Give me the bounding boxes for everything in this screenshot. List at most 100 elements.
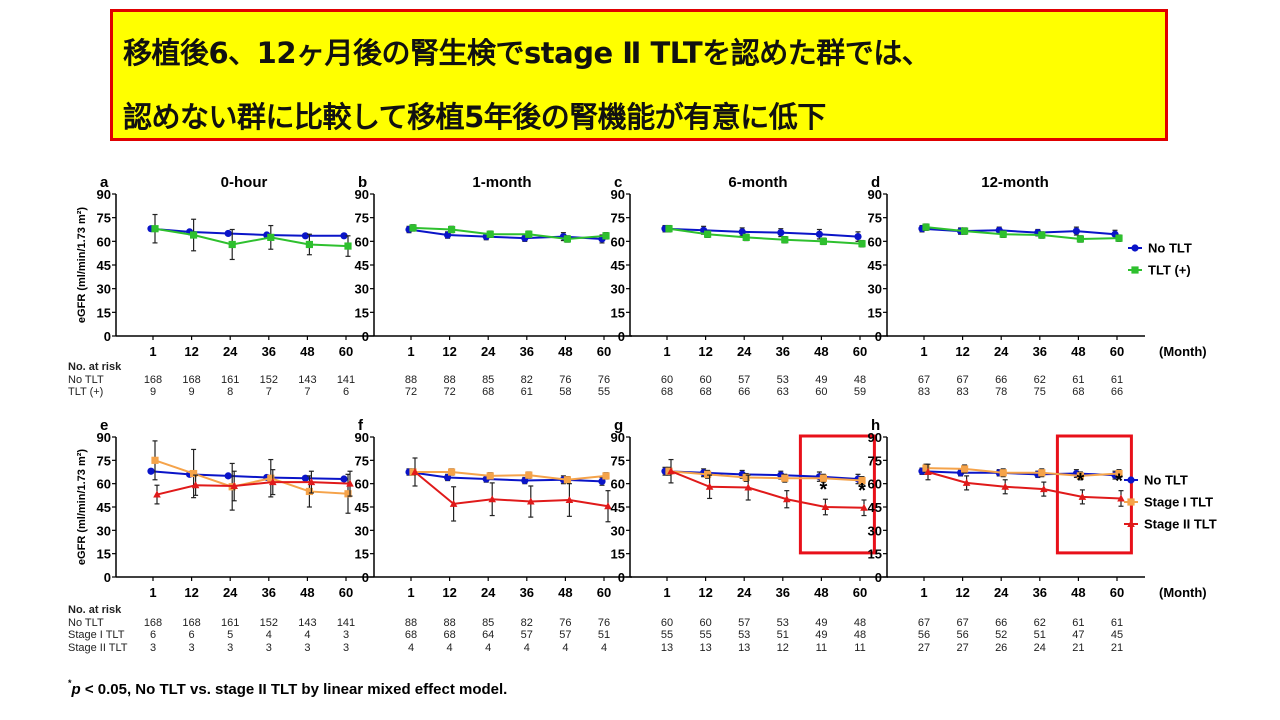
x-tick-label: 60 <box>339 585 353 600</box>
footnote-p: p <box>71 681 81 698</box>
y-tick-label: 0 <box>362 570 369 585</box>
at-risk-table-top: No. at risk No TLT 168 168 161 152 143 141 88 88 8… <box>68 361 1188 405</box>
y-tick-label: 75 <box>868 453 882 468</box>
at-risk-count: 11 <box>815 641 828 654</box>
at-risk-count: 58 <box>559 386 572 398</box>
data-point <box>738 228 746 236</box>
at-risk-count: 76 <box>559 373 572 386</box>
significance-star: * <box>1077 470 1085 492</box>
data-point <box>1115 234 1123 242</box>
data-point <box>777 471 785 479</box>
x-tick-label: 48 <box>1071 585 1085 600</box>
at-risk-count: 4 <box>485 641 492 654</box>
at-risk-count: 4 <box>446 641 453 654</box>
at-risk-count: 13 <box>660 641 674 654</box>
at-risk-count: 72 <box>404 386 418 398</box>
at-risk-count: 68 <box>404 629 418 641</box>
x-tick-label: 12 <box>442 344 456 359</box>
data-point <box>448 225 456 234</box>
data-point <box>224 472 232 480</box>
x-tick-label: 1 <box>407 344 414 359</box>
x-tick-label: 24 <box>994 585 1009 600</box>
chart-panel-h: h 0 15 30 45 60 75 90 1 12 24 36 48 60 (Month) * * <box>868 417 1207 600</box>
data-point <box>411 468 419 475</box>
legend-marker <box>1127 520 1135 527</box>
at-risk-count: 52 <box>995 629 1008 641</box>
x-tick-label: 36 <box>262 585 276 600</box>
y-tick-label: 45 <box>868 258 882 273</box>
highlight-box <box>1055 434 1133 555</box>
data-point <box>482 233 490 241</box>
y-tick-label: 60 <box>97 477 111 492</box>
series-line <box>921 470 1116 477</box>
series-no-tlt <box>147 467 348 483</box>
data-point <box>563 235 571 243</box>
x-tick-label: 48 <box>300 344 314 359</box>
series-line <box>413 471 607 481</box>
data-point <box>922 223 930 231</box>
data-point <box>267 233 275 241</box>
at-risk-count: 53 <box>738 629 751 641</box>
y-tick-label: 0 <box>618 570 625 585</box>
x-tick-label: 24 <box>481 344 496 359</box>
y-tick-label: 75 <box>611 453 625 468</box>
y-tick-label: 75 <box>355 453 369 468</box>
data-point <box>190 469 198 478</box>
x-tick-label: 1 <box>663 344 670 359</box>
legend-label: No TLT <box>1144 473 1188 488</box>
chart-panel-a: a 0-hour 0 15 30 45 60 75 90 1 12 24 36 48 60 eGFR (ml/… <box>76 174 374 359</box>
series-line <box>154 459 349 495</box>
at-risk-count: 168 <box>182 616 201 629</box>
x-tick-label: 1 <box>407 585 414 600</box>
y-tick-label: 60 <box>868 234 882 249</box>
data-point <box>1038 469 1046 477</box>
at-risk-count: 48 <box>853 373 867 386</box>
series-line <box>150 227 344 237</box>
series-line <box>408 228 603 240</box>
y-tick-label: 30 <box>868 282 882 297</box>
data-point <box>858 240 866 248</box>
data-point <box>190 231 198 239</box>
at-risk-count: 51 <box>1033 629 1046 641</box>
series-no-tlt <box>405 468 606 486</box>
data-point <box>604 502 612 510</box>
at-risk-count: 55 <box>660 629 674 641</box>
at-risk-count: 67 <box>917 373 931 386</box>
at-risk-count: 82 <box>520 373 533 386</box>
y-tick-label: 15 <box>355 305 369 320</box>
at-risk-count: 143 <box>298 616 317 629</box>
at-risk-count: 66 <box>738 386 751 398</box>
at-risk-row: Stage I TLT 6 6 5 4 4 3 68 68 64 57 57 51 55 55 53 51 49 4… <box>68 629 1188 642</box>
at-risk-count: 8 <box>227 386 234 398</box>
data-point <box>924 468 932 475</box>
at-risk-count: 68 <box>443 629 456 641</box>
y-tick-label: 45 <box>611 258 625 273</box>
data-point <box>602 232 610 240</box>
y-tick-label: 60 <box>355 477 369 492</box>
y-tick-label: 75 <box>868 211 882 226</box>
chart-panel-d: d 12-month 0 15 30 45 60 75 90 1 12 24 36 48 60 (Month) <box>868 174 1207 359</box>
x-tick-label: 36 <box>520 585 534 600</box>
y-tick-label: 75 <box>97 453 111 468</box>
chart-panel-f: f 0 15 30 45 60 75 90 1 12 24 36 48 60 <box>355 417 632 600</box>
x-tick-label: 36 <box>520 344 534 359</box>
data-point <box>230 482 238 489</box>
y-tick-label: 60 <box>97 234 111 249</box>
at-risk-count: 67 <box>956 373 969 386</box>
data-point <box>781 236 789 244</box>
data-point <box>147 467 155 475</box>
y-tick-label: 60 <box>611 477 625 492</box>
at-risk-label: Stage II TLT <box>68 641 128 654</box>
y-tick-label: 0 <box>362 329 369 344</box>
at-risk-count: 3 <box>342 641 350 654</box>
chart-title: 6-month <box>728 174 787 191</box>
at-risk-count: 48 <box>853 629 867 641</box>
series-line <box>408 471 603 483</box>
data-point <box>854 475 862 483</box>
y-axis-label: eGFR (ml/min/1.73 m²) <box>76 449 88 565</box>
data-point <box>444 473 452 482</box>
series-line <box>927 471 1122 500</box>
y-tick-label: 30 <box>97 282 111 297</box>
data-point <box>191 481 200 489</box>
data-point <box>918 225 926 233</box>
